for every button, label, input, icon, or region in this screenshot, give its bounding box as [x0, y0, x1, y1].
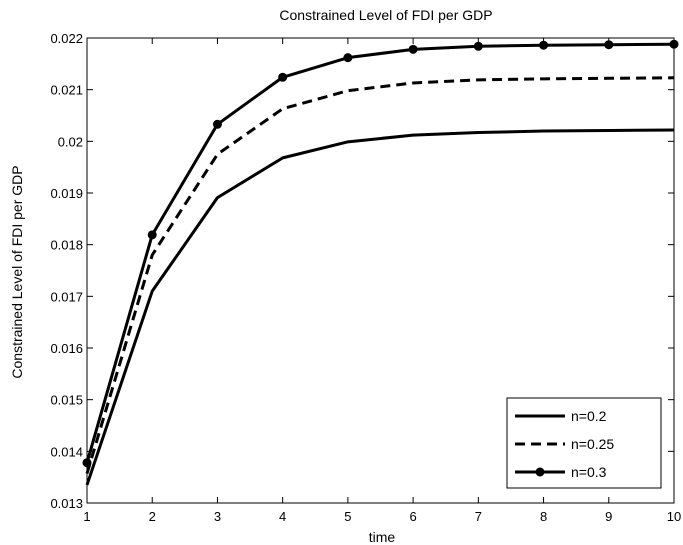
series-line-1 [85, 76, 675, 474]
y-tick-label: 0.017 [50, 289, 83, 304]
x-tick-label: 9 [605, 509, 612, 524]
y-tick-label: 0.013 [50, 496, 83, 511]
data-point-marker [212, 119, 222, 129]
x-axis-label: time [369, 529, 396, 545]
data-point-marker [278, 72, 288, 82]
legend-label: n=0.2 [571, 408, 607, 424]
data-point-marker [343, 53, 353, 63]
legend-label: n=0.25 [571, 436, 614, 452]
x-tick-label: 6 [409, 509, 416, 524]
y-tick-label: 0.014 [50, 444, 83, 459]
x-tick-label: 3 [214, 509, 221, 524]
x-tick-label: 8 [540, 509, 547, 524]
y-axis-label: Constrained Level of FDI per GDP [9, 165, 25, 378]
x-tick-label: 5 [344, 509, 351, 524]
series-layer [82, 39, 679, 486]
x-tick-label: 1 [83, 509, 90, 524]
legend: n=0.2 n=0.25 n=0.3 [506, 397, 662, 489]
legend-marker [535, 467, 545, 477]
data-point-marker [408, 44, 418, 54]
y-tick-label: 0.019 [50, 186, 83, 201]
y-tick-label: 0.021 [50, 83, 83, 98]
data-point-marker [473, 41, 483, 51]
x-tick-label: 7 [475, 509, 482, 524]
legend-label: n=0.3 [571, 464, 607, 480]
series-line-2 [85, 42, 675, 464]
data-point-marker [539, 40, 549, 50]
y-tick-label: 0.015 [50, 393, 83, 408]
x-tick-label: 4 [279, 509, 286, 524]
y-tick-label: 0.016 [50, 341, 83, 356]
y-tick-label: 0.022 [50, 31, 83, 46]
x-tick-label: 10 [667, 509, 681, 524]
y-tick-label: 0.018 [50, 238, 83, 253]
axis-ticks: 1 2 3 4 5 6 7 8 9 10 0.013 0.014 0.015 0.016 0.017 0.01… [50, 31, 681, 524]
plot-frame [86, 37, 675, 504]
y-tick-label: 0.02 [58, 134, 83, 149]
x-tick-label: 2 [149, 509, 156, 524]
data-point-marker [604, 40, 614, 50]
data-point-marker [669, 39, 679, 49]
chart-title: Constrained Level of FDI per GDP [279, 7, 492, 23]
data-point-marker [82, 458, 92, 468]
data-point-marker [147, 230, 157, 240]
series-line-0 [85, 128, 675, 486]
